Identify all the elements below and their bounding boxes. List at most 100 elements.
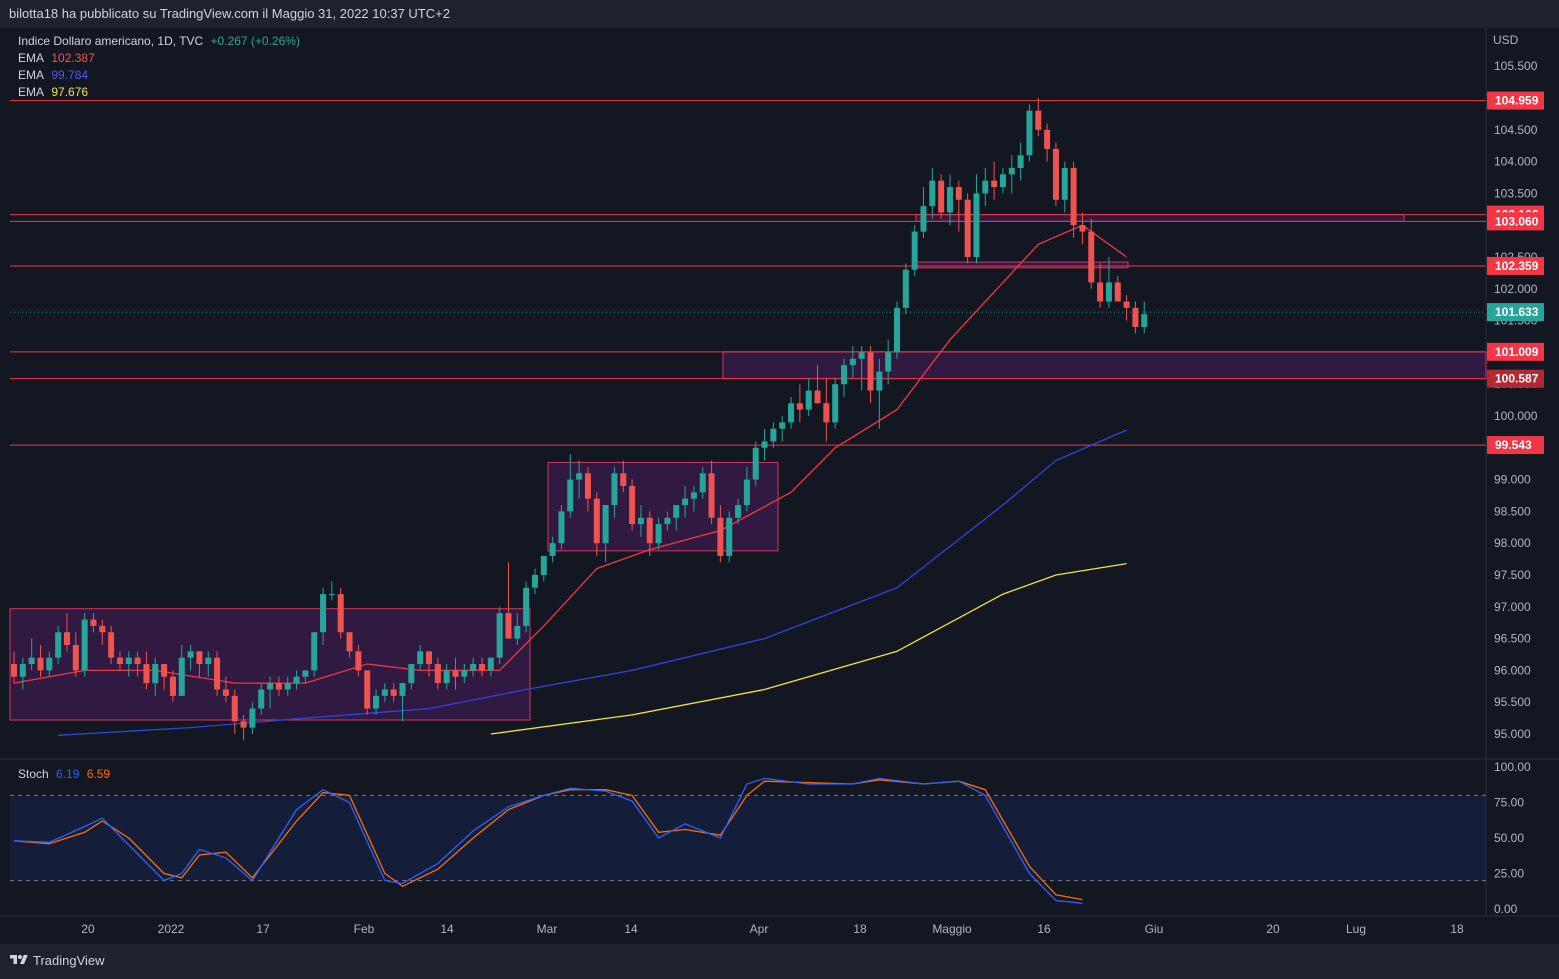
- candle-body: [72, 644, 79, 671]
- time-tick-label: Mar: [537, 922, 558, 936]
- time-tick-label: 20: [1266, 922, 1280, 936]
- candle-body: [487, 657, 494, 671]
- candle: [293, 670, 300, 690]
- candle-body: [1097, 282, 1104, 302]
- candle: [999, 167, 1006, 194]
- candle: [249, 702, 256, 734]
- level-badge-label: 103.060: [1495, 214, 1539, 228]
- candle: [920, 187, 927, 238]
- candle: [726, 511, 733, 563]
- candle: [267, 676, 274, 709]
- candle: [841, 358, 848, 397]
- candle-body: [682, 498, 689, 506]
- candle: [584, 466, 591, 512]
- candle: [19, 657, 26, 690]
- stoch-label: Stoch: [18, 767, 49, 781]
- candle: [399, 683, 406, 722]
- level-badge: [1487, 436, 1544, 455]
- candle-body: [470, 664, 477, 671]
- stoch-band-fill: [10, 795, 1486, 881]
- candle-body: [584, 473, 591, 499]
- candle: [214, 651, 221, 696]
- candle: [1105, 257, 1112, 308]
- candle: [620, 460, 627, 493]
- candle: [258, 683, 265, 715]
- candle: [973, 174, 980, 264]
- candle: [275, 676, 282, 696]
- candle: [284, 676, 291, 696]
- candle-body: [143, 664, 150, 684]
- candle-body: [152, 664, 159, 684]
- support-zone-box: [722, 351, 1487, 380]
- time-axis: 20 2022 17 Feb 14 Mar 14 Apr 18 Maggio 16 Giu 20 Lug 1…: [81, 922, 1464, 936]
- candle-body: [46, 657, 53, 671]
- candle-body: [496, 613, 503, 658]
- published-header: bilotta18 ha pubblicato su TradingView.c…: [0, 0, 1559, 28]
- ema-3-value: 97.676: [51, 85, 89, 99]
- candle-body: [699, 473, 706, 493]
- candle: [355, 644, 362, 677]
- candle-body: [478, 664, 485, 671]
- chart-area[interactable]: USD 95.000 95.500 96.000 96.500 97.000 97.500 9…: [0, 28, 1559, 944]
- candle: [929, 167, 936, 219]
- candle-body: [205, 657, 212, 665]
- candles: [11, 98, 1148, 741]
- candle-body: [1026, 110, 1033, 156]
- price-tick-label: 105.500: [1494, 59, 1538, 73]
- candle-body: [258, 689, 265, 709]
- candle: [426, 651, 433, 677]
- candle-body: [373, 695, 380, 709]
- candle: [1114, 276, 1121, 302]
- candle: [611, 466, 618, 518]
- candle-body: [461, 670, 468, 677]
- candle: [637, 505, 644, 537]
- candle-body: [1044, 129, 1051, 149]
- candle-body: [805, 390, 812, 410]
- candle-body: [337, 594, 344, 633]
- candle: [708, 460, 715, 525]
- candle-body: [540, 555, 547, 575]
- candle: [690, 485, 697, 512]
- candle: [478, 657, 485, 677]
- candle-body: [938, 180, 945, 213]
- candle-body: [302, 670, 309, 677]
- candle: [364, 670, 371, 715]
- candle: [1088, 218, 1095, 289]
- candle: [187, 644, 194, 671]
- candle-body: [381, 689, 388, 696]
- candle: [1052, 142, 1059, 207]
- candle-body: [690, 492, 697, 499]
- candle-body: [240, 721, 247, 728]
- candle-body: [178, 657, 185, 696]
- candle-body: [1070, 167, 1077, 226]
- candle-body: [876, 371, 883, 391]
- level-badge: [1487, 369, 1544, 388]
- candle-body: [955, 187, 962, 200]
- candle-body: [558, 511, 565, 544]
- price-axis: USD 95.000 95.500 96.000 96.500 97.000 97.500 9…: [1487, 33, 1544, 916]
- symbol-change: +0.267 (+0.26%): [210, 34, 300, 48]
- candle: [911, 225, 918, 277]
- candle-body: [964, 199, 971, 257]
- candle-body: [629, 485, 636, 525]
- time-tick-label: Apr: [750, 922, 769, 936]
- candle: [55, 625, 62, 665]
- candle: [452, 657, 459, 690]
- candle: [116, 651, 123, 671]
- time-tick-label: 14: [440, 922, 454, 936]
- time-tick-label: Feb: [354, 922, 375, 936]
- candle: [125, 651, 132, 677]
- candle-body: [11, 664, 17, 677]
- candle-body: [991, 180, 998, 188]
- candle: [964, 193, 971, 264]
- legend-ema-2: EMA 99.784: [18, 68, 88, 82]
- resistance-zone-box: [915, 214, 1405, 222]
- candle: [443, 664, 450, 690]
- tradingview-logo-icon: [10, 955, 28, 964]
- candle: [770, 422, 777, 448]
- small-zone-box: [915, 261, 1129, 269]
- candle-body: [832, 384, 839, 423]
- candle-body: [637, 517, 644, 525]
- candle-body: [523, 587, 530, 626]
- time-tick-label: Lug: [1346, 922, 1366, 936]
